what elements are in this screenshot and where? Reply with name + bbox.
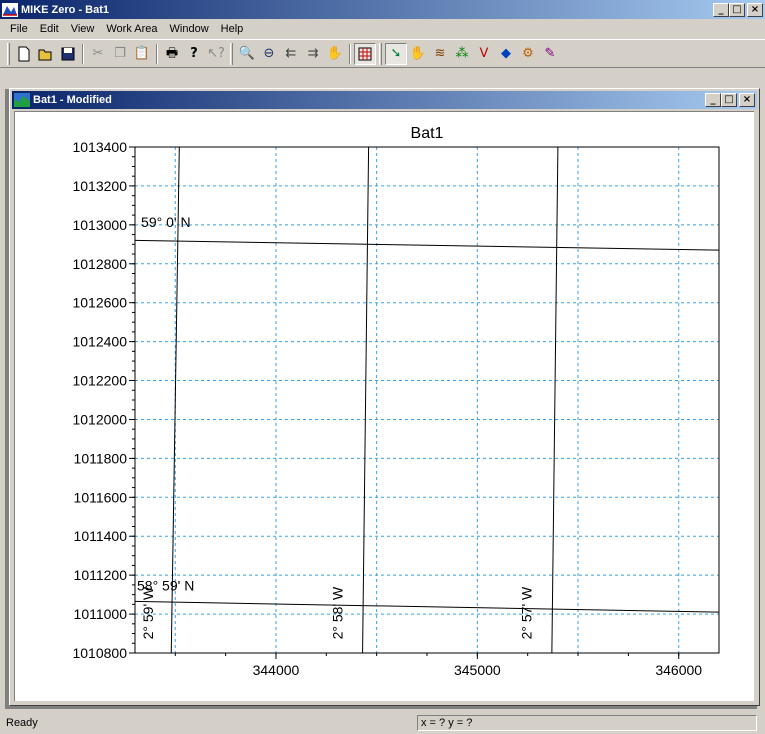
chart-title: Bat1 xyxy=(411,125,444,142)
y-tick-label: 1011400 xyxy=(74,528,128,544)
plot-area[interactable]: Bat1 1010800 1011000 1011200 1011400 1011600… xyxy=(14,111,754,701)
child-maximize-button[interactable]: □ xyxy=(721,93,737,107)
y-tick-label: 1010800 xyxy=(72,645,127,661)
graticule-line xyxy=(134,239,720,251)
select-icon[interactable]: ➘ xyxy=(385,42,407,65)
zoom-in-icon[interactable]: 🔍 xyxy=(238,46,256,61)
child-minimize-button[interactable]: _ xyxy=(705,93,721,107)
child-titlebar[interactable]: Bat1 - Modified _ □ × xyxy=(12,91,757,109)
x-tick-label: 344000 xyxy=(253,662,300,678)
y-tick-label: 1012000 xyxy=(72,411,127,427)
hand-icon[interactable]: ✋ xyxy=(409,46,427,61)
child-close-button[interactable]: × xyxy=(739,93,755,107)
add-points-icon[interactable]: ⁂ xyxy=(455,46,469,61)
maximize-button[interactable]: □ xyxy=(729,2,745,17)
menu-view[interactable]: View xyxy=(70,23,95,35)
x-tick-label: 346000 xyxy=(655,662,702,678)
x-tick-label: 345000 xyxy=(454,662,501,678)
mike-zero-icon xyxy=(2,2,18,17)
open-icon[interactable] xyxy=(35,43,57,65)
status-bar: Ready x = ? y = ? xyxy=(0,712,765,734)
y-tick-label: 1012200 xyxy=(72,373,127,389)
close-button[interactable]: × xyxy=(747,2,763,17)
polygon-icon[interactable]: ◆ xyxy=(501,46,511,61)
zoom-out-icon[interactable]: ⊖ xyxy=(263,46,275,61)
y-tick-label: 1013000 xyxy=(72,217,127,233)
graticule-line xyxy=(170,146,180,654)
graticule-label: 58° 59' N xyxy=(137,578,194,594)
graticule-label: 2° 59' W xyxy=(140,586,156,639)
toolbar-grip[interactable] xyxy=(379,42,382,65)
y-tick-label: 1012600 xyxy=(72,295,127,311)
pan-icon[interactable]: ✋ xyxy=(326,46,344,61)
menu-bar: File Edit View Work Area Window Help xyxy=(0,19,765,39)
y-tick-label: 1011200 xyxy=(74,567,128,583)
grid-icon[interactable] xyxy=(354,42,376,65)
status-text: Ready xyxy=(6,717,38,729)
toolbar-separator xyxy=(349,43,351,64)
bat1-window: Bat1 - Modified _ □ × Bat1 1010800 101100… xyxy=(9,88,760,706)
graticule-line xyxy=(551,146,559,654)
graticule-label: 2° 58' W xyxy=(329,586,345,639)
y-tick-label: 1011800 xyxy=(74,450,128,466)
menu-file[interactable]: File xyxy=(10,23,28,35)
save-icon[interactable] xyxy=(57,43,79,65)
y-tick-label: 1013400 xyxy=(72,139,127,155)
graticule-label: 59° 0' N xyxy=(141,214,191,230)
zoom-previous-icon[interactable]: ⇇ xyxy=(285,46,297,61)
context-help-icon[interactable]: ↖? xyxy=(207,46,225,61)
y-tick-label: 1012800 xyxy=(72,256,127,272)
new-icon[interactable] xyxy=(13,43,35,65)
graticule-label: 2° 57' W xyxy=(519,586,535,639)
help-icon[interactable]: ? xyxy=(190,46,198,61)
y-tick-label: 1012400 xyxy=(72,334,127,350)
menu-window[interactable]: Window xyxy=(169,23,209,35)
y-tick-label: 1011000 xyxy=(74,606,128,622)
paste-icon[interactable]: 📋 xyxy=(133,46,151,61)
minimize-button[interactable]: _ xyxy=(713,2,729,17)
y-tick-label: 1011600 xyxy=(74,489,128,505)
edit-points-icon[interactable]: ≋ xyxy=(434,46,446,61)
y-tick-label: 1013200 xyxy=(72,178,127,194)
graticule-line xyxy=(362,146,370,654)
toolbar-separator xyxy=(82,43,84,64)
brush-icon[interactable]: ✎ xyxy=(544,46,556,61)
status-coordinates: x = ? y = ? xyxy=(417,715,757,731)
menu-work-area[interactable]: Work Area xyxy=(106,23,158,35)
plot-frame xyxy=(134,146,720,654)
print-icon[interactable]: 🖶 xyxy=(165,46,179,61)
tools-icon[interactable]: ⚙ xyxy=(522,46,534,61)
copy-icon[interactable]: ❐ xyxy=(114,46,126,61)
toolbar-separator xyxy=(156,43,158,64)
draw-line-icon[interactable]: ᐯ xyxy=(479,46,489,61)
app-titlebar: MIKE Zero - Bat1 _ □ × xyxy=(0,0,765,19)
toolbar-grip[interactable] xyxy=(7,42,10,65)
app-title: MIKE Zero - Bat1 xyxy=(21,3,110,16)
menu-help[interactable]: Help xyxy=(220,23,244,35)
graticule-line xyxy=(134,600,720,613)
bathymetry-icon xyxy=(14,93,30,107)
toolbar: ✂ ❐ 📋 🖶 ? ↖? 🔍 ⊖ ⇇ ⇉ ✋ ➘ ✋ ≋ ⁂ ᐯ ◆ ⚙ ✎ xyxy=(0,39,765,68)
menu-edit[interactable]: Edit xyxy=(39,23,59,35)
toolbar-grip[interactable] xyxy=(230,42,233,65)
bathymetry-chart[interactable]: Bat1 1010800 1011000 1011200 1011400 1011600… xyxy=(15,112,755,702)
cut-icon[interactable]: ✂ xyxy=(92,46,104,61)
zoom-next-icon[interactable]: ⇉ xyxy=(307,46,319,61)
child-title: Bat1 - Modified xyxy=(33,94,112,106)
